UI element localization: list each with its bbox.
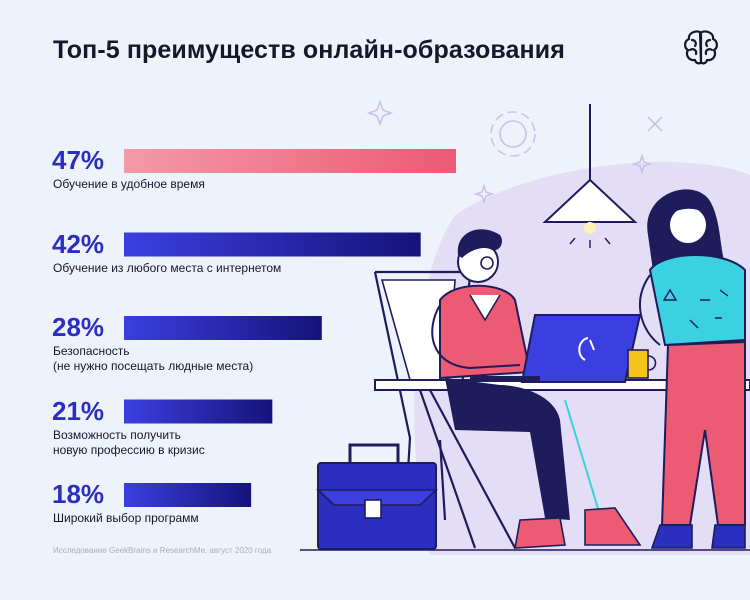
value-label: 18% bbox=[52, 479, 105, 509]
chart-title: Топ-5 преимуществ онлайн-образования bbox=[53, 36, 565, 64]
category-label: Возможность получить bbox=[53, 427, 181, 442]
coffee-cup bbox=[627, 349, 649, 379]
person-1-arm bbox=[431, 304, 521, 370]
category-label: (не нужно посещать людные места) bbox=[53, 359, 254, 373]
category-label: Безопасность bbox=[53, 344, 130, 358]
laptop bbox=[520, 314, 642, 383]
bar bbox=[124, 483, 252, 507]
briefcase-handle bbox=[348, 443, 400, 465]
gear-icon bbox=[490, 111, 536, 157]
person-2-shoes bbox=[650, 524, 746, 549]
value-label: 42% bbox=[52, 228, 105, 259]
value-label: 21% bbox=[52, 395, 105, 426]
person-2-arm bbox=[638, 274, 661, 346]
value-label: 28% bbox=[52, 312, 105, 342]
lamp-bulb bbox=[584, 222, 596, 234]
category-label: Обучение в удобное время bbox=[53, 177, 205, 191]
person-1-body bbox=[439, 284, 532, 380]
value-label: 47% bbox=[52, 145, 105, 175]
person-2-shirt bbox=[648, 254, 746, 347]
bar bbox=[124, 149, 456, 173]
bar bbox=[124, 399, 273, 424]
cross-icon bbox=[647, 116, 663, 132]
source-note: Исследование GeekBrains и ResearchMe, ав… bbox=[53, 546, 272, 555]
person-1-shoes bbox=[514, 507, 642, 549]
category-label: Широкий выбор программ bbox=[53, 511, 199, 525]
brain-icon bbox=[684, 30, 718, 65]
bar bbox=[124, 232, 421, 257]
category-label: Обучение из любого места с интернетом bbox=[53, 260, 282, 275]
bar bbox=[124, 316, 322, 340]
sparkle-icon bbox=[473, 183, 495, 205]
category-label: новую профессию в кризис bbox=[53, 442, 205, 457]
sparkle-icon bbox=[631, 153, 653, 175]
person-1-legs bbox=[445, 378, 570, 520]
sparkle-icon bbox=[366, 99, 394, 127]
